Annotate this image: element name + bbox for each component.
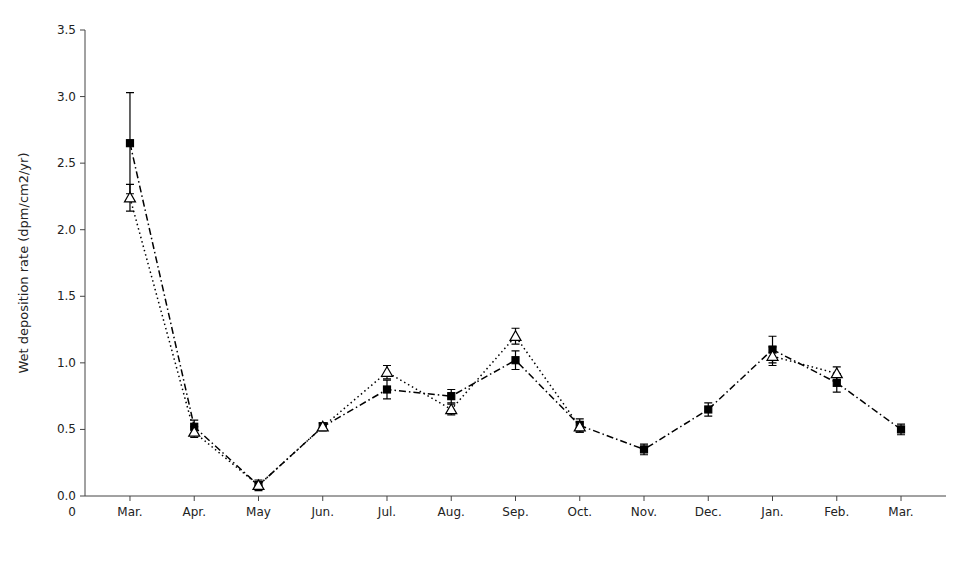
annotation: 0: [68, 505, 76, 519]
error-bar: [640, 444, 648, 455]
data-point: [124, 192, 135, 202]
data-point: [574, 421, 585, 431]
y-tick-label: 1.5: [57, 289, 76, 303]
x-tick: [644, 496, 645, 501]
x-tick-label: Mar.: [117, 505, 142, 519]
x-tick: [515, 496, 516, 501]
x-tick: [129, 496, 130, 501]
x-tick-label: Jul.: [377, 505, 396, 519]
x-tick: [322, 496, 323, 501]
x-tick: [772, 496, 773, 501]
x-tick-label: Nov.: [631, 505, 657, 519]
plot-area: [124, 93, 905, 491]
x-tick: [451, 496, 452, 501]
x-tick: [258, 496, 259, 501]
y-tick-label: 2.5: [57, 156, 76, 170]
data-point: [383, 386, 390, 393]
x-tick-label: Jan.: [760, 505, 783, 519]
x-tick-label: Feb.: [824, 505, 849, 519]
y-axis-label: Wet deposition rate (dpm/cm2/yr): [16, 153, 31, 374]
x-tick-label: Sep.: [502, 505, 528, 519]
data-point: [641, 446, 648, 453]
error-bar: [512, 351, 520, 370]
data-point: [705, 406, 712, 413]
y-tick-label: 0.0: [57, 489, 76, 503]
x-tick-label: Oct.: [567, 505, 592, 519]
data-point: [448, 393, 455, 400]
series-line: [130, 143, 901, 485]
error-bar: [897, 424, 905, 435]
x-tick-label: May: [246, 505, 271, 519]
data-point: [446, 404, 457, 414]
x-tick: [836, 496, 837, 501]
x-tick-label: Jun.: [310, 505, 334, 519]
error-bar: [704, 403, 712, 416]
data-point: [898, 426, 905, 433]
y-axis-line: [85, 30, 86, 496]
data-point: [831, 368, 842, 378]
x-tick: [194, 496, 195, 501]
y-tick: [80, 429, 85, 430]
data-point: [510, 331, 521, 341]
error-bar: [126, 93, 134, 194]
data-point: [512, 357, 519, 364]
y-tick: [80, 163, 85, 164]
y-tick: [80, 30, 85, 31]
x-tick-label: Aug.: [438, 505, 465, 519]
y-tick-label: 2.0: [57, 223, 76, 237]
x-tick: [708, 496, 709, 501]
error-bar: [383, 380, 391, 399]
y-tick-label: 1.0: [57, 356, 76, 370]
y-tick-label: 3.5: [57, 23, 76, 37]
data-point: [767, 351, 778, 361]
series-line: [130, 198, 837, 486]
y-tick: [80, 296, 85, 297]
y-tick: [80, 362, 85, 363]
y-tick-label: 0.5: [57, 422, 76, 436]
x-tick: [579, 496, 580, 501]
data-point: [381, 367, 392, 377]
x-tick-label: Dec.: [695, 505, 722, 519]
x-tick: [901, 496, 902, 501]
y-tick: [80, 229, 85, 230]
x-tick-label: Mar.: [888, 505, 913, 519]
data-point: [126, 140, 133, 147]
chart: 0.0 0.5 1.0 1.5 2.0 2.5 3.0 3.5 Mar. Apr. May Jun. J…: [0, 0, 971, 566]
data-point: [317, 421, 328, 431]
error-bar: [447, 389, 455, 402]
y-tick: [80, 496, 85, 497]
x-tick-label: Apr.: [182, 505, 205, 519]
x-tick: [386, 496, 387, 501]
y-tick: [80, 96, 85, 97]
data-point: [189, 427, 200, 437]
y-tick-label: 3.0: [57, 90, 76, 104]
data-point: [253, 480, 264, 490]
